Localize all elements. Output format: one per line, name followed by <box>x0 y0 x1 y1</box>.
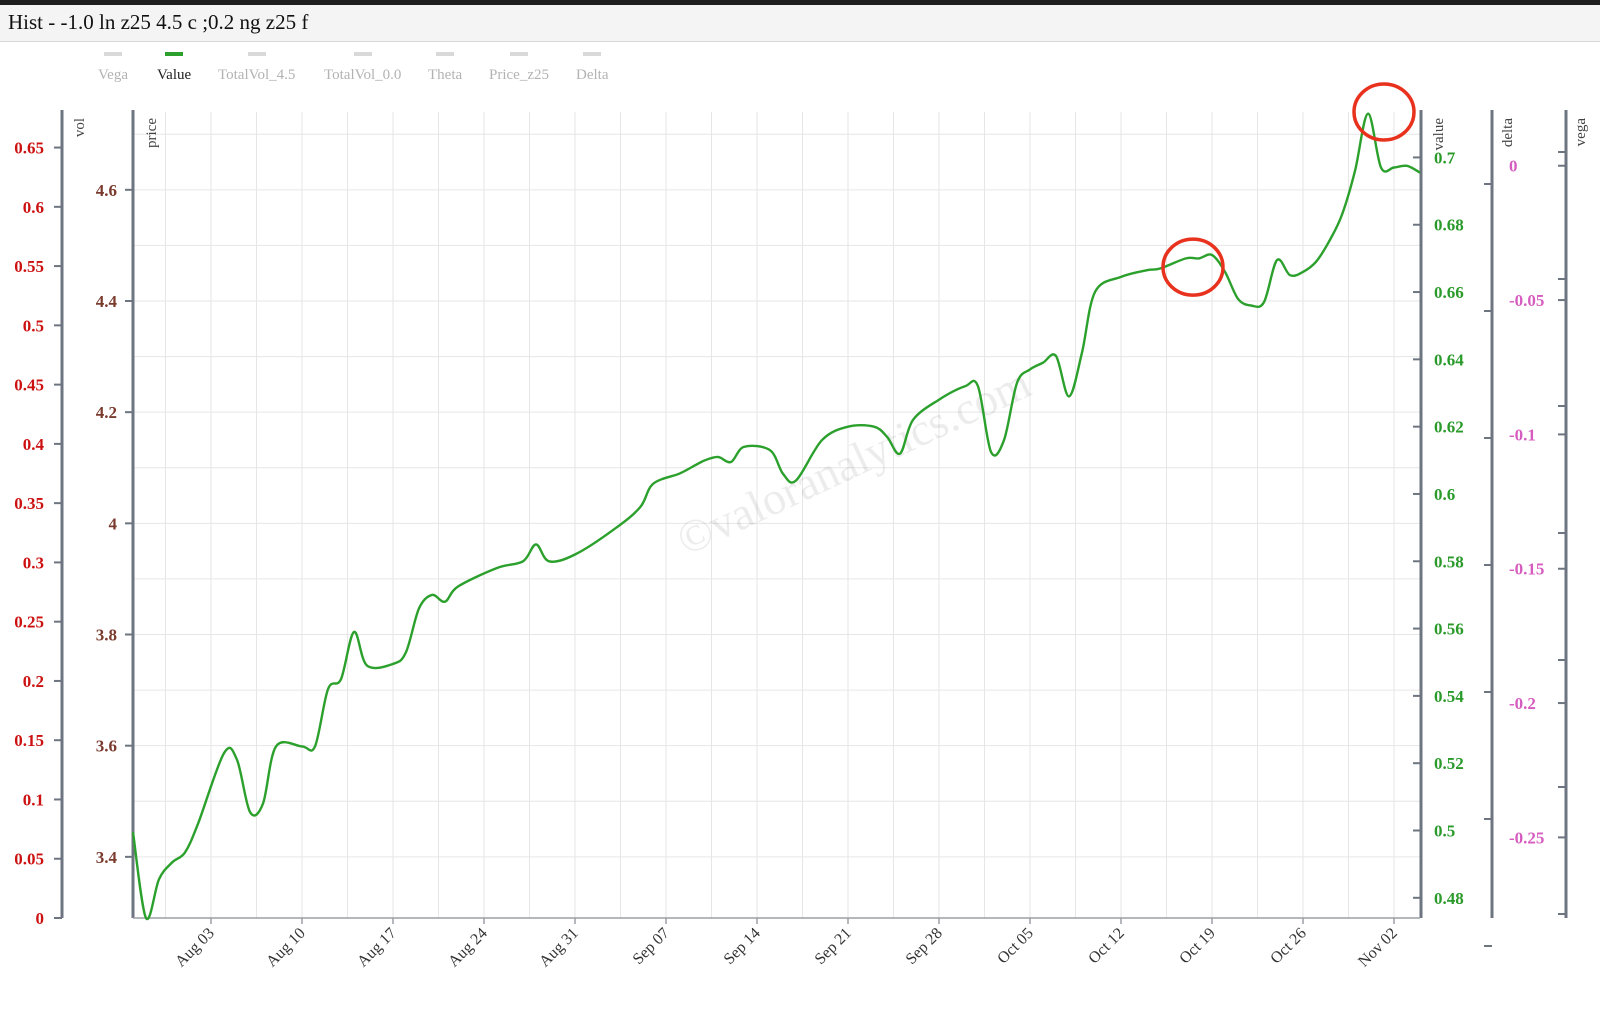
axis-title-vega: vega <box>1573 118 1589 147</box>
x-tick-label: Aug 03 <box>172 925 218 971</box>
axis-title-delta: delta <box>1500 118 1516 147</box>
axis-vega: vega 0 -0.05 -0.1 -0.15 -0.2 -0.25 <box>1509 110 1589 918</box>
x-axis: Aug 03 Aug 10 Aug 17 Aug 24 Aug 31 Sep 07 Sep … <box>133 917 1420 971</box>
tick-label-value: 0.7 <box>1434 148 1456 167</box>
legend-swatch-delta <box>583 52 602 56</box>
tick-label-vol: 0.65 <box>14 139 44 158</box>
legend-label-totalvol-00: TotalVol_0.0 <box>324 67 402 83</box>
legend-item-delta[interactable]: Delta <box>576 48 608 84</box>
x-tick-label: Oct 26 <box>1267 925 1310 968</box>
legend-item-theta[interactable]: Theta <box>428 48 462 84</box>
tick-label-vol: 0.35 <box>14 494 44 513</box>
tick-label-vol: 0.55 <box>14 257 44 276</box>
legend-label-theta: Theta <box>428 67 463 83</box>
tick-label-vega: -0.25 <box>1509 828 1544 847</box>
tick-label-value: 0.66 <box>1434 283 1464 302</box>
tick-label-vol: 0.15 <box>14 731 44 750</box>
legend-swatch-value <box>165 52 184 56</box>
axis-title-value: value <box>1431 118 1447 151</box>
tick-label-vol: 0.45 <box>14 376 44 395</box>
axis-title-price: price <box>144 118 160 148</box>
x-tick-label: Nov 02 <box>1355 925 1401 971</box>
x-tick-label: Aug 10 <box>263 925 309 971</box>
tick-label-vol: 0 <box>36 909 45 928</box>
tick-label-value: 0.56 <box>1434 620 1464 639</box>
tick-label-value: 0.52 <box>1434 754 1464 773</box>
legend-item-value[interactable]: Value <box>157 48 191 84</box>
legend-item-vega[interactable]: Vega <box>98 48 128 84</box>
legend-label-value: Value <box>157 67 192 83</box>
x-tick-label: Sep 14 <box>721 925 764 968</box>
tick-label-price: 4 <box>109 514 118 533</box>
window-top-strip <box>0 0 1600 5</box>
tick-label-price: 3.8 <box>96 626 117 645</box>
chart-legend: Vega Value TotalVol_4.5 TotalVol_0.0 The… <box>0 48 700 88</box>
tick-label-vega: -0.2 <box>1509 694 1536 713</box>
tick-label-price: 3.4 <box>96 848 118 867</box>
x-tick-label: Oct 19 <box>1176 925 1219 968</box>
tick-label-vol: 0.3 <box>23 553 44 572</box>
legend-item-totalvol-00[interactable]: TotalVol_0.0 <box>324 48 401 84</box>
x-tick-label: Aug 17 <box>354 925 400 971</box>
x-tick-label: Sep 21 <box>812 925 855 968</box>
legend-swatch-totalvol-00 <box>353 52 372 56</box>
tick-label-price: 3.6 <box>96 737 117 756</box>
tick-label-value: 0.68 <box>1434 216 1464 235</box>
tick-label-value: 0.62 <box>1434 418 1464 437</box>
legend-label-price-z25: Price_z25 <box>489 67 549 83</box>
axis-title-vol: vol <box>72 118 88 137</box>
axis-delta: delta <box>1490 110 1516 918</box>
tick-label-value: 0.54 <box>1434 687 1464 706</box>
x-tick-label: Aug 24 <box>445 925 491 971</box>
x-tick-label: Sep 28 <box>903 925 946 968</box>
tick-label-vol: 0.4 <box>23 435 45 454</box>
chart-window-title: Hist - -1.0 ln z25 4.5 c ;0.2 ng z25 f <box>8 10 309 34</box>
legend-label-totalvol-45: TotalVol_4.5 <box>218 67 296 83</box>
legend-item-price-z25[interactable]: Price_z25 <box>489 48 549 84</box>
tick-label-price: 4.4 <box>96 292 118 311</box>
annotation-circle <box>1352 82 1416 142</box>
tick-label-value: 0.5 <box>1434 822 1455 841</box>
legend-item-totalvol-45[interactable]: TotalVol_4.5 <box>218 48 295 84</box>
x-tick-label: Aug 31 <box>536 925 582 971</box>
tick-label-value: 0.6 <box>1434 485 1455 504</box>
tick-label-value: 0.64 <box>1434 350 1464 369</box>
x-tick-label: Oct 12 <box>1085 925 1128 968</box>
chart-header: Hist - -1.0 ln z25 4.5 c ;0.2 ng z25 f <box>0 5 1600 42</box>
tick-label-value: 0.58 <box>1434 552 1464 571</box>
x-tick-label: Sep 07 <box>630 925 673 968</box>
tick-label-vol: 0.5 <box>23 316 44 335</box>
tick-label-vol: 0.1 <box>23 790 44 809</box>
tick-label-vega: -0.05 <box>1509 291 1544 310</box>
series-line-value <box>131 112 1421 921</box>
tick-label-vol: 0.25 <box>14 613 44 632</box>
tick-label-vega: 0 <box>1509 157 1518 176</box>
axis-value: value 0.48 0.5 0.52 0.54 0.56 0.58 0.6 0.62 0.64 0… <box>1413 110 1464 918</box>
chart-grid <box>133 112 1420 918</box>
legend-swatch-vega <box>104 52 122 56</box>
tick-label-vol: 0.2 <box>23 672 44 691</box>
tick-label-vol: 0.6 <box>23 198 44 217</box>
x-tick-label: Oct 05 <box>994 925 1037 968</box>
axis-price: price 3.4 3.6 3.8 4 4.2 4.4 4.6 <box>96 110 160 918</box>
tick-label-vega: -0.1 <box>1509 425 1536 444</box>
tick-label-vol: 0.05 <box>14 850 44 869</box>
axis-vol: vol 0 0.05 0.1 0.15 0.2 0.25 0.3 0.35 0.4 0.45 0.5 0… <box>14 110 88 928</box>
tick-label-vega: -0.15 <box>1509 560 1544 579</box>
chart-series <box>131 112 1421 921</box>
legend-swatch-totalvol-45 <box>247 52 266 56</box>
chart-axes: vol 0 0.05 0.1 0.15 0.2 0.25 0.3 0.35 0.4 0.45 0.5 0… <box>14 110 1589 970</box>
annotation-circle <box>1161 237 1225 297</box>
legend-label-vega: Vega <box>98 67 128 83</box>
tick-label-price: 4.2 <box>96 403 117 422</box>
legend-swatch-price-z25 <box>509 52 528 56</box>
tick-label-price: 4.6 <box>96 181 117 200</box>
tick-label-value: 0.48 <box>1434 889 1464 908</box>
legend-swatch-theta <box>436 52 455 56</box>
chart-annotations <box>1161 82 1416 297</box>
legend-label-delta: Delta <box>576 67 609 83</box>
